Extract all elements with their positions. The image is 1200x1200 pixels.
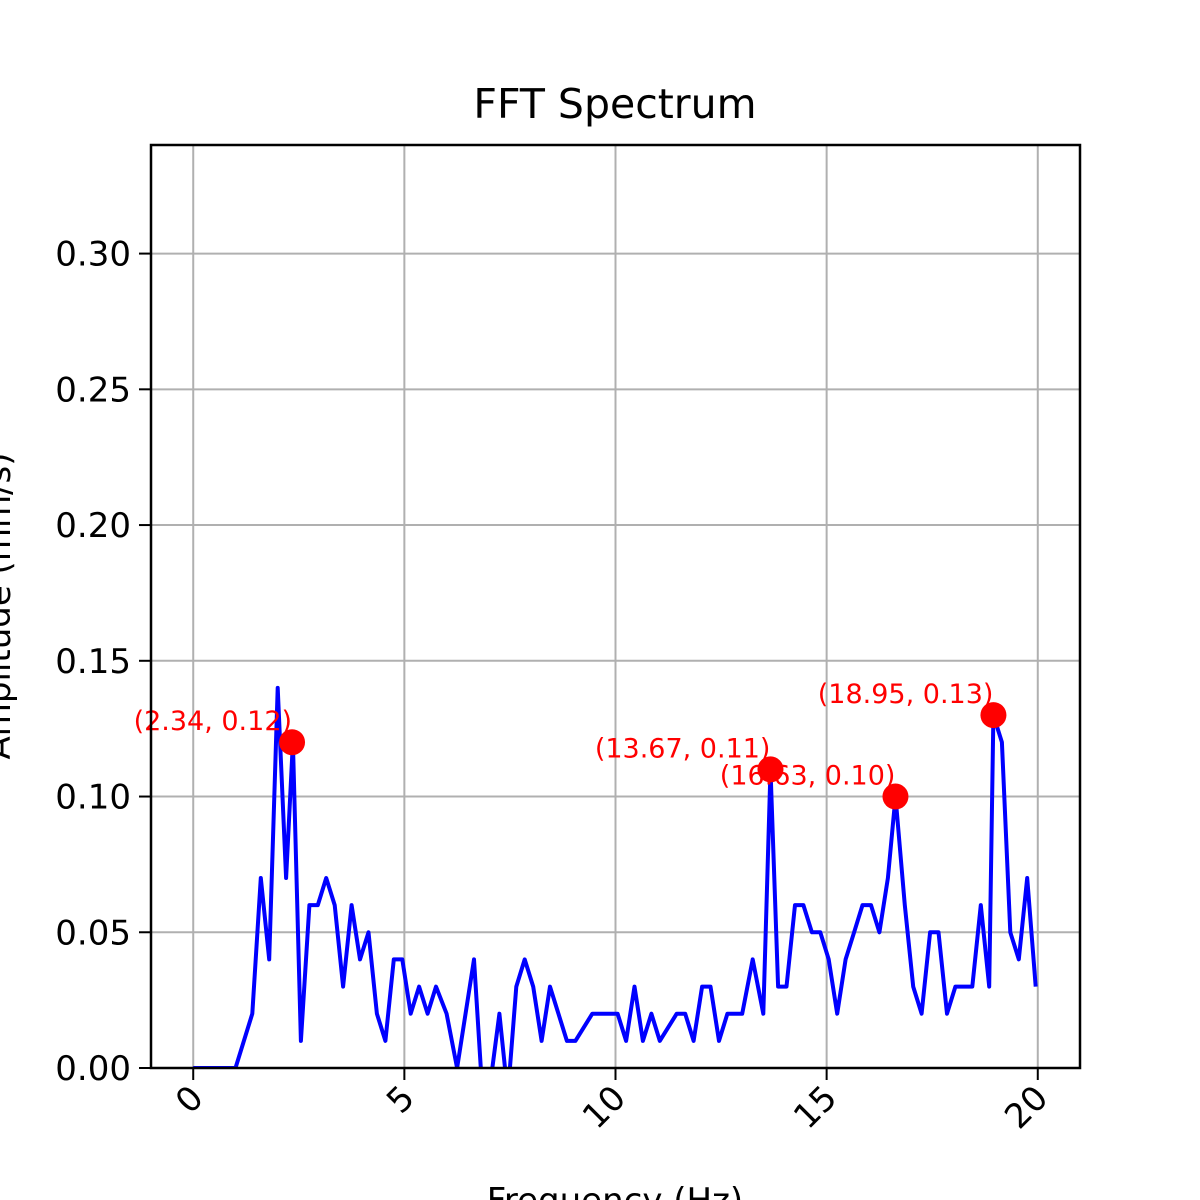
y-tick-label: 0.10: [55, 778, 131, 818]
y-tick-label: 0.00: [55, 1049, 131, 1089]
peak-marker: [980, 702, 1007, 729]
y-tick-label: 0.15: [55, 642, 131, 682]
y-tick-label: 0.30: [55, 235, 131, 275]
chart-title: FFT Spectrum: [473, 80, 756, 128]
series-layer: [193, 685, 1038, 1068]
peak-label: (16.63, 0.10): [720, 761, 896, 792]
y-tick-label: 0.20: [55, 506, 131, 546]
y-tick-label: 0.25: [55, 370, 131, 410]
y-axis-ticks: 0.00 0.05 0.10 0.15 0.20 0.25 0.30: [55, 235, 151, 1089]
peak-marker: [757, 756, 784, 783]
peak-label: (18.95, 0.13): [818, 679, 994, 710]
spectrum-line: [193, 685, 1038, 1068]
peak-marker: [279, 729, 306, 756]
peak-label: (2.34, 0.12): [134, 706, 292, 737]
peak-markers: (2.34, 0.12) (13.67, 0.11)(16.63, 0.10) (1…: [134, 679, 1007, 810]
x-axis-label: Frequency (Hz): [487, 1181, 743, 1200]
y-axis-label: Amplitude (mm/s): [0, 453, 19, 760]
y-tick-label: 0.05: [55, 913, 131, 953]
peak-marker: [882, 783, 909, 810]
peak-label: (13.67, 0.11): [595, 733, 771, 764]
